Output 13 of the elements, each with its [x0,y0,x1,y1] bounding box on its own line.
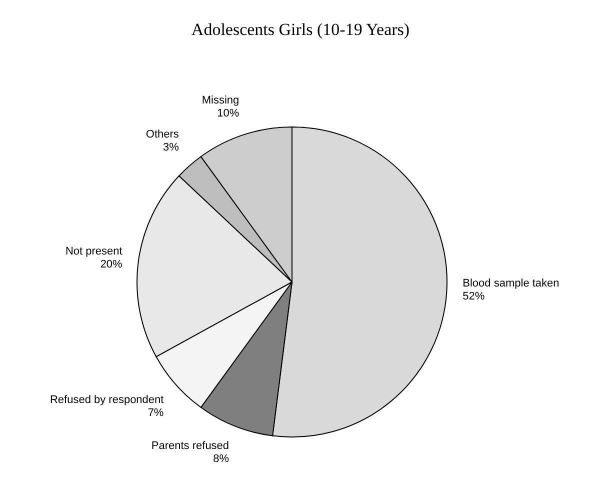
slice-label: Not present [65,246,122,258]
slice-label: Blood sample taken [462,278,560,290]
chart-title: Adolescents Girls (10-19 Years) [190,20,411,41]
data-label: 3% [163,142,180,154]
slice-label: Others [146,128,180,141]
data-label: 52% [462,290,485,303]
slice-label: Missing [202,94,240,106]
slice-label: Refused by respondent [50,394,164,406]
slice-label: Parents refused [151,440,230,452]
data-label: 10% [217,107,240,120]
data-label: 20% [100,258,123,271]
data-label: 8% [213,452,230,465]
data-label: 7% [148,407,164,420]
